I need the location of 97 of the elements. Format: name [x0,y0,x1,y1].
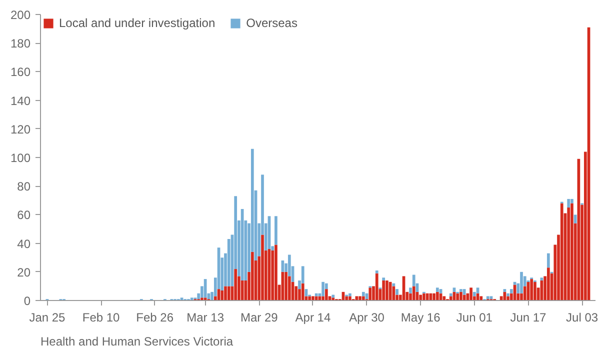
text: Health and Human Services Victoria [40,334,234,348]
bar [274,244,278,300]
bar [224,286,227,300]
bar [534,282,536,300]
bar [419,294,422,300]
bar [523,286,526,300]
bar [375,270,378,274]
x-tick-label: Jun 01 [456,310,493,324]
bar [567,198,570,208]
bar [234,269,238,300]
y-tick-label: 180 [10,36,31,51]
bar [261,234,264,300]
x-tick-label: Feb 26 [136,310,174,324]
bar [301,283,304,300]
bar [288,276,291,300]
bar [362,296,365,300]
bar [510,289,513,294]
bar [386,280,388,300]
bar [409,288,412,294]
bar [503,289,506,292]
bar [432,293,436,300]
bar [332,294,335,298]
bar [322,282,324,296]
x-tick-label: May 16 [400,310,441,324]
x-tick-label: Apr 14 [295,310,331,324]
bar [382,280,386,300]
y-tick-label: 80 [17,180,31,194]
bar [362,292,365,296]
bar [460,289,462,292]
y-tick-label: 0 [24,294,31,308]
bar [358,296,362,300]
x-tick-label: Apr 30 [349,310,385,324]
bar [546,253,550,268]
bar [470,288,472,300]
bar [284,272,288,300]
bar [250,252,254,300]
bar [442,296,446,300]
bar [220,290,224,300]
bar [449,296,452,300]
bar [567,208,570,300]
y-tick-label: 160 [10,65,31,80]
bar [274,216,278,245]
bar [570,198,574,204]
bar [449,293,452,296]
bar [486,296,490,300]
bar [546,268,550,300]
bar [506,296,510,300]
x-tick-label: Mar 29 [240,310,278,324]
bar [348,293,352,296]
y-tick-label: 60 [17,208,31,222]
bar [422,293,426,300]
bar [540,278,544,280]
bar [396,289,398,295]
bar [462,289,466,295]
bar [570,203,574,300]
bar [439,289,442,294]
bar [375,273,378,300]
bar [382,278,386,280]
bar [308,296,312,300]
y-tick-label: 200 [10,8,31,22]
bar [332,298,335,300]
bar [530,279,534,300]
legend-label: Overseas [246,16,298,30]
legend-label: Local and under investigation [59,16,216,30]
bar [490,296,493,300]
y-tick-label: 140 [10,94,31,108]
bar [456,293,460,300]
bar [506,293,510,296]
bar [190,298,194,300]
bar [294,286,298,300]
y-tick-label: 100 [10,151,31,165]
x-tick-label: Jan 25 [29,310,66,324]
x-tick-label: Mar 13 [186,310,224,324]
y-tick-label: 40 [17,236,31,251]
bar [412,286,416,300]
y-tick-label: 120 [10,122,31,136]
x-tick-label: Jul 03 [566,310,598,324]
bar [452,288,456,292]
bar [312,296,314,300]
y-tick-label: 20 [17,265,31,280]
x-tick-label: Jun 17 [510,310,547,324]
bar [472,292,476,296]
bar [345,296,348,300]
bar [348,296,352,300]
bar [227,286,230,300]
bar [368,288,372,300]
bar [520,272,523,294]
bar [436,292,439,300]
x-tick-label: Feb 10 [82,310,120,324]
bar [324,289,328,300]
bar [200,298,204,300]
bar [436,288,439,292]
bar [460,292,462,300]
bar [480,296,483,300]
bar [574,214,577,224]
bar [476,288,480,294]
bar [560,203,564,300]
